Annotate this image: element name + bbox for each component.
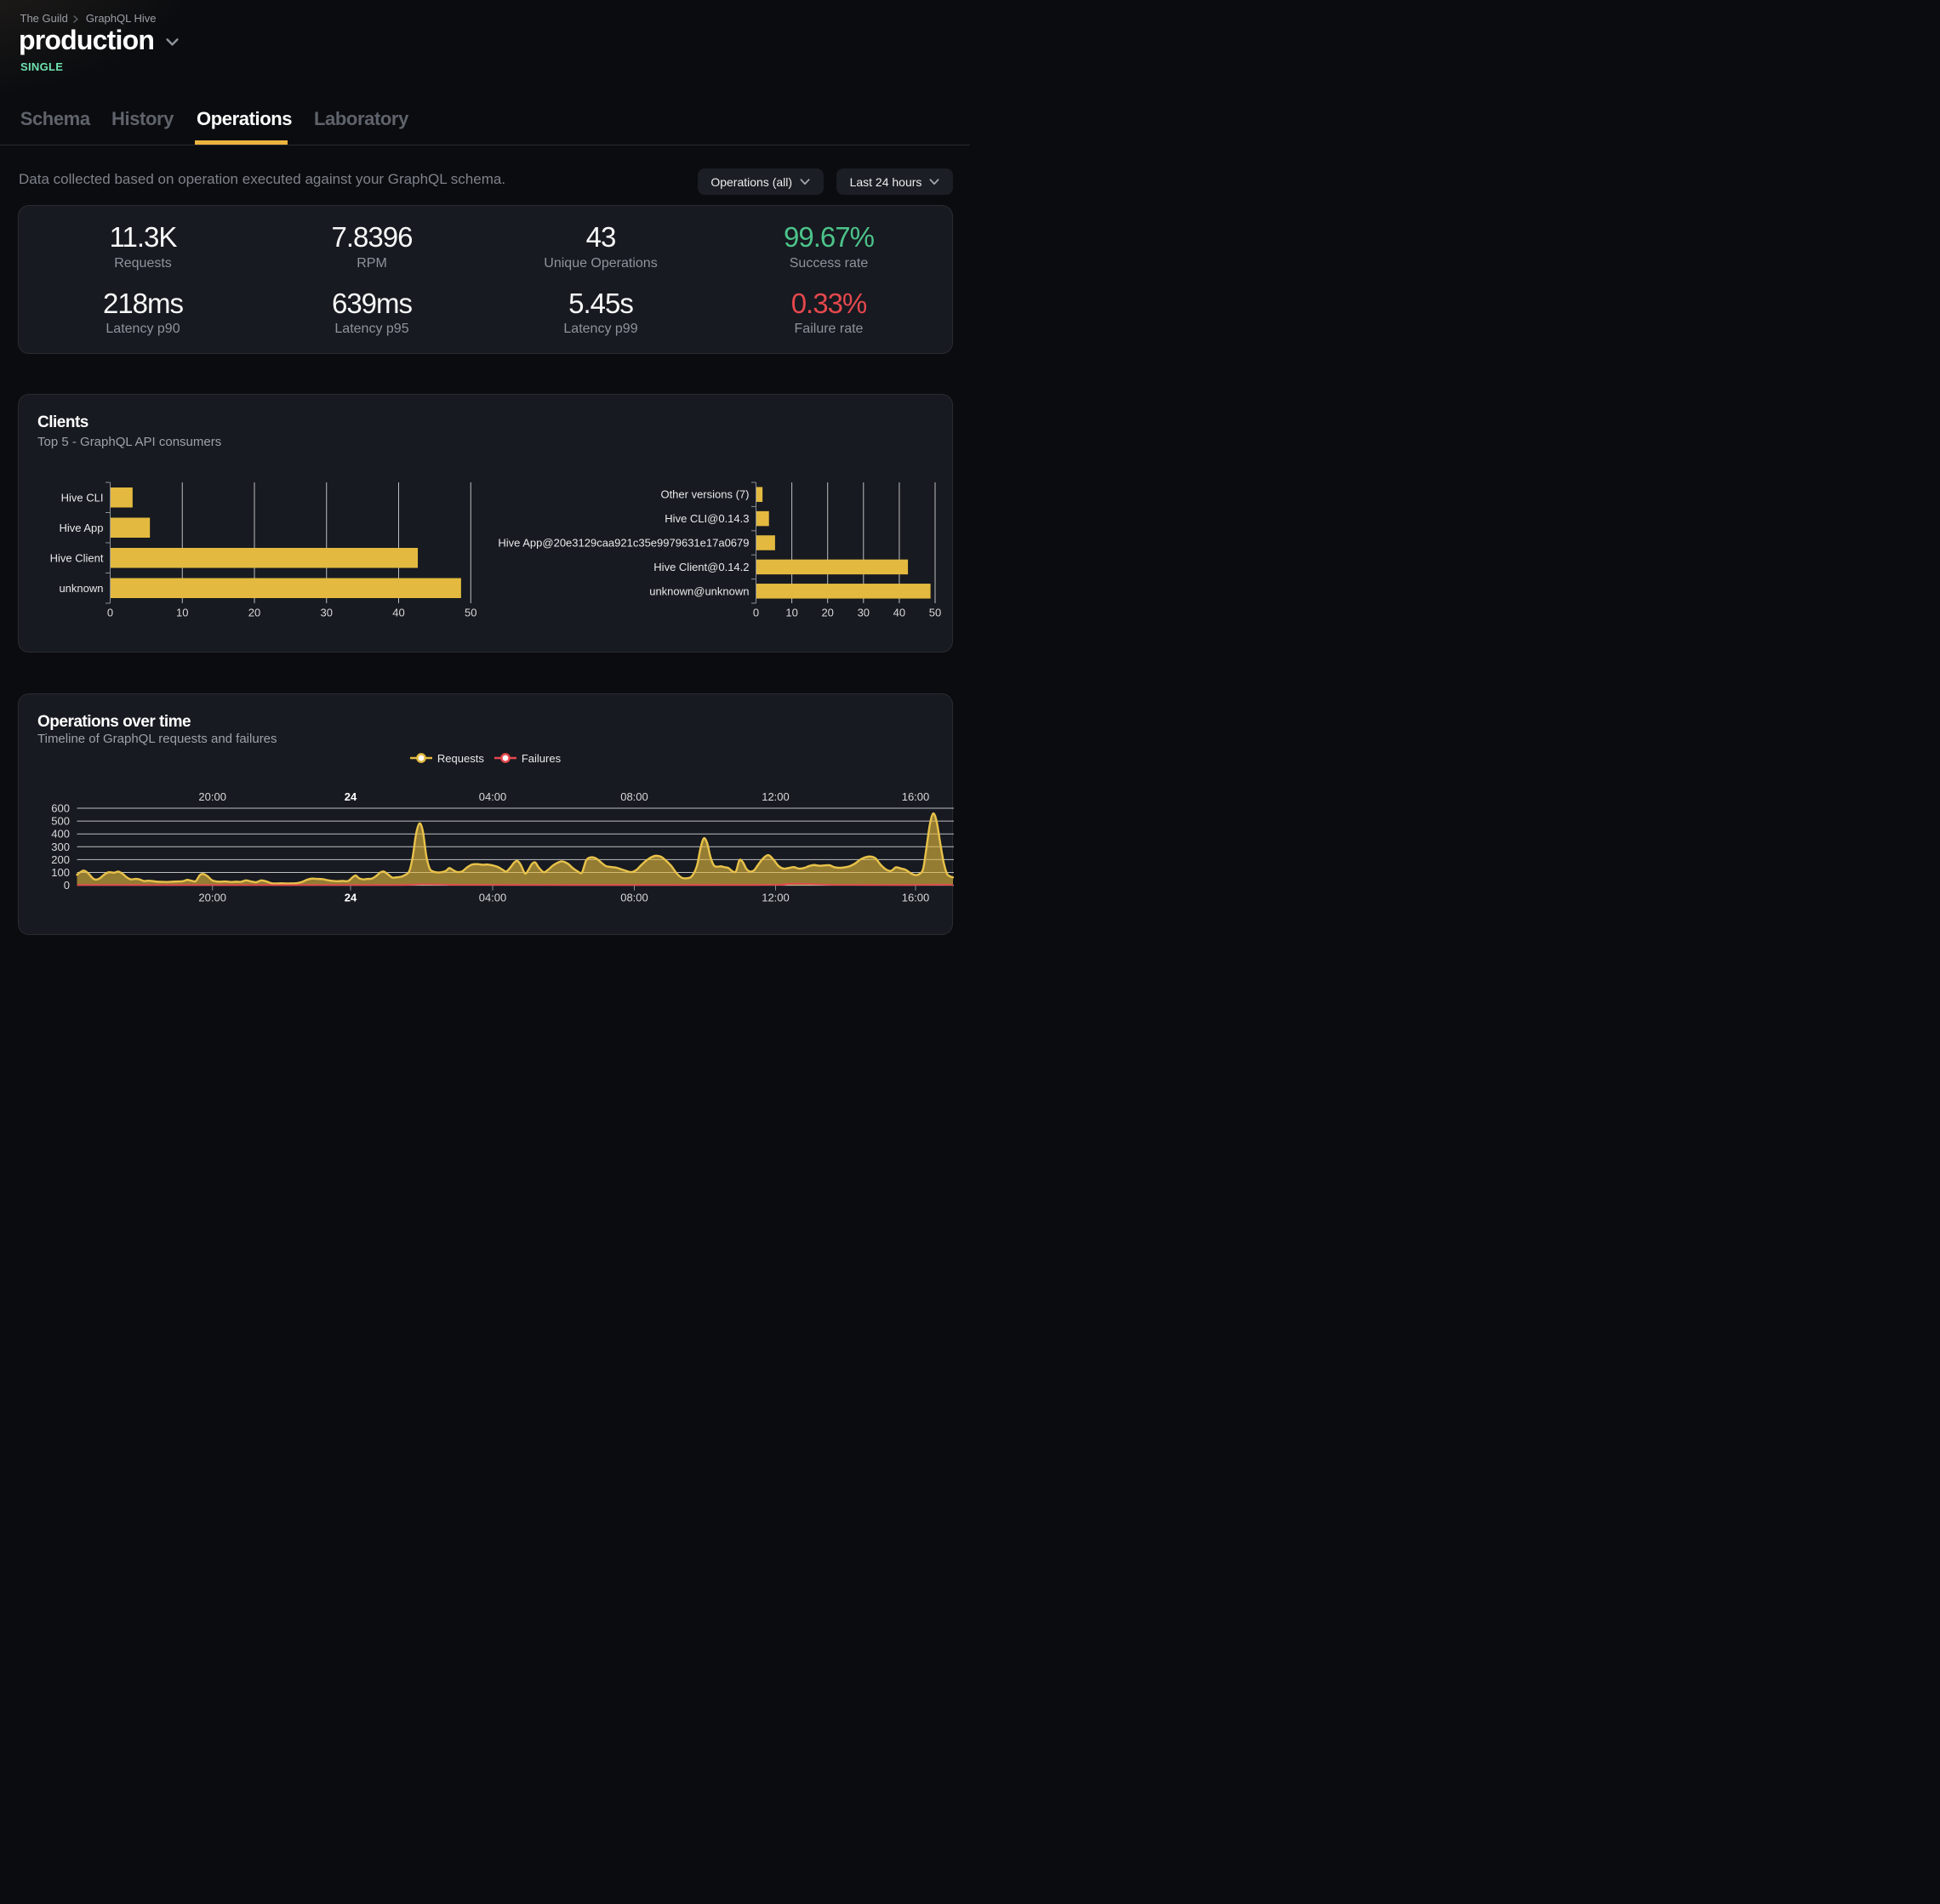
svg-text:Hive App: Hive App <box>59 522 103 534</box>
svg-text:12:00: 12:00 <box>762 891 790 904</box>
svg-text:10: 10 <box>785 607 797 619</box>
svg-text:30: 30 <box>858 607 870 619</box>
svg-text:04:00: 04:00 <box>479 790 507 803</box>
svg-text:Hive Client: Hive Client <box>50 551 104 564</box>
svg-text:400: 400 <box>51 827 70 840</box>
svg-text:20: 20 <box>248 607 260 619</box>
svg-text:500: 500 <box>51 814 70 827</box>
svg-text:Hive CLI@0.14.3: Hive CLI@0.14.3 <box>665 512 749 525</box>
svg-text:10: 10 <box>176 607 188 619</box>
svg-text:12:00: 12:00 <box>762 790 790 803</box>
svg-text:24: 24 <box>345 790 357 803</box>
svg-text:0: 0 <box>107 607 113 619</box>
svg-text:50: 50 <box>929 607 941 619</box>
svg-text:unknown@unknown: unknown@unknown <box>649 584 749 597</box>
svg-text:30: 30 <box>321 607 333 619</box>
svg-text:40: 40 <box>893 607 905 619</box>
svg-text:16:00: 16:00 <box>902 790 930 803</box>
svg-text:200: 200 <box>51 852 70 865</box>
svg-text:20:00: 20:00 <box>198 891 226 904</box>
svg-text:600: 600 <box>51 801 70 814</box>
svg-text:Hive CLI: Hive CLI <box>61 491 104 504</box>
svg-text:0: 0 <box>753 607 759 619</box>
svg-text:Hive App@20e3129caa921c35e9979: Hive App@20e3129caa921c35e9979631e17a067… <box>498 537 749 550</box>
svg-text:04:00: 04:00 <box>479 891 507 904</box>
svg-text:24: 24 <box>345 891 357 904</box>
svg-text:20:00: 20:00 <box>198 790 226 803</box>
svg-text:20: 20 <box>821 607 833 619</box>
svg-text:08:00: 08:00 <box>620 891 648 904</box>
svg-text:300: 300 <box>51 840 70 852</box>
svg-text:Hive Client@0.14.2: Hive Client@0.14.2 <box>653 561 749 573</box>
svg-text:16:00: 16:00 <box>902 891 930 904</box>
svg-text:unknown: unknown <box>59 582 103 595</box>
svg-text:100: 100 <box>51 866 70 879</box>
svg-text:08:00: 08:00 <box>620 790 648 803</box>
svg-text:0: 0 <box>64 879 70 892</box>
svg-text:40: 40 <box>392 607 404 619</box>
svg-text:50: 50 <box>465 607 476 619</box>
svg-text:Other versions (7): Other versions (7) <box>660 488 749 501</box>
